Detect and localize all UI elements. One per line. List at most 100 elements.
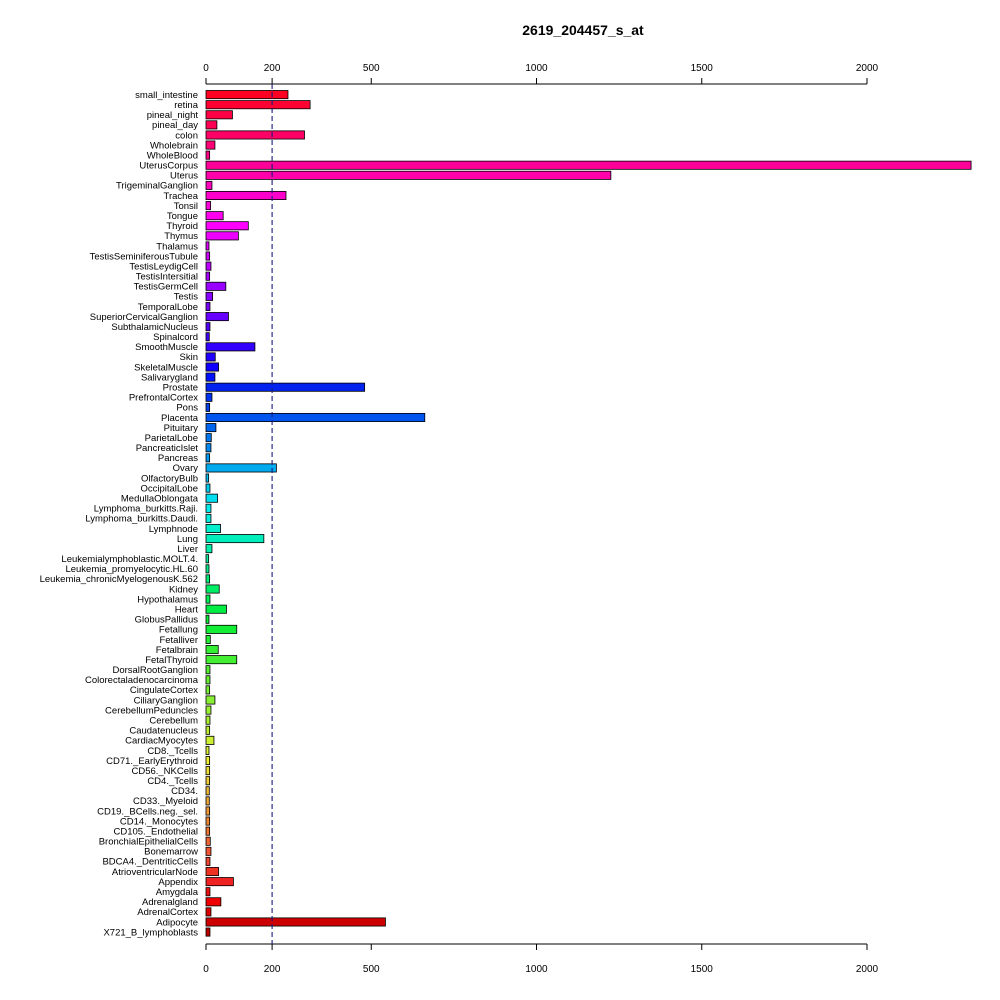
bar-Pituitary [205,423,217,433]
bar-Cerebellum [205,715,211,725]
category-label: Kidney [169,584,198,595]
bar-CD8._Tcells [205,745,210,755]
bar-colon [205,130,305,140]
category-label: Pancreas [158,453,198,464]
bar-CD19._BCells.neg._sel. [205,806,211,816]
category-label: CD34. [171,786,198,797]
category-label: Ovary [173,463,199,474]
bar-Spinalcord [205,332,210,342]
category-label: Placenta [161,413,199,424]
category-label: ParietalLobe [145,433,198,444]
axis-tick-label: 200 [264,964,281,975]
category-label: Pituitary [164,423,199,434]
bar-PancreaticIslet [205,443,212,453]
category-label: Colorectaladenocarcinoma [85,675,199,686]
category-label: OccipitalLobe [140,483,198,494]
bar-Placenta [205,412,426,422]
bar-pineal_night [205,110,233,120]
category-label: Bonemarrow [144,847,198,858]
bar-GlobusPallidus [205,614,210,624]
category-label: Liver [177,544,198,555]
bars-group [205,90,972,937]
bar-Pancreas [205,453,211,463]
bar-TestisLeydigCell [205,261,212,271]
bar-Liver [205,544,213,554]
category-label: Appendix [158,877,198,888]
bar-Hypothalamus [205,594,211,604]
bar-Thyroid [205,221,249,231]
category-label: BDCA4._DentriticCells [102,857,198,868]
axis-tick-label: 2000 [856,964,879,975]
axis-tick-label: 2000 [856,63,879,74]
bar-TestisIntersitial [205,271,211,281]
category-label: MedullaOblongata [121,494,199,505]
category-label: Tonsil [174,201,198,212]
bar-Wholebrain [205,140,216,150]
bar-Adipocyte [205,917,386,927]
bar-Trachea [205,190,287,200]
chart-title: 2619_204457_s_at [522,22,644,38]
bar-CiliaryGanglion [205,695,216,705]
bar-FetalThyroid [205,655,238,665]
bottom-x-axis: 0 200 500 1000 1500 2000 [203,943,879,975]
category-label: Thymus [164,231,198,242]
category-label: Adrenalgland [142,897,198,908]
category-label: Lymphnode [149,524,198,535]
bar-Appendix [205,877,234,887]
bar-Lung [205,534,265,544]
bar-CD105._Endothelial [205,826,211,836]
category-label: small_intestine [135,90,198,101]
category-label: Leukemia_promyelocytic.HL.60 [65,564,198,575]
bar-Prostate [205,382,366,392]
category-label: pineal_night [147,110,199,121]
category-label: CD56._NKCells [131,766,198,777]
category-label: CD71._EarlyErythroid [106,756,198,767]
category-label: Tongue [167,211,198,222]
bar-TestisSeminiferousTubule [205,251,211,261]
category-label: Fetallung [159,625,198,636]
category-label: Adipocyte [156,917,198,928]
bar-Lymphoma_burkitts.Raji. [205,503,212,513]
bar-Adrenalgland [205,897,222,907]
bar-OccipitalLobe [205,483,211,493]
bar-AdrenalCortex [205,907,212,917]
category-label: PrefrontalCortex [129,393,198,404]
category-label: Fetalliver [159,635,198,646]
category-label: Wholebrain [150,140,198,151]
bar-CD33._Myeloid [205,796,210,806]
bar-Colorectaladenocarcinoma [205,675,211,685]
bar-SkeletalMuscle [205,362,219,372]
category-label: X721_B_lymphoblasts [103,927,198,938]
bar-Uterus [205,170,612,180]
bar-UterusCorpus [205,160,972,170]
axis-tick-label: 1500 [691,63,714,74]
bar-pineal_day [205,120,218,130]
category-label: Salivarygland [141,372,198,383]
bar-SubthalamicNucleus [205,322,211,332]
bar-CerebellumPeduncles [205,705,212,715]
category-label: CD105._Endothelial [113,826,198,837]
axis-tick-label: 1000 [525,63,548,74]
top-x-axis: 0 200 500 1000 1500 2000 [203,63,879,85]
axis-tick-label: 0 [203,964,209,975]
bar-Testis [205,291,214,301]
bar-CD34. [205,786,210,796]
bar-Ovary [205,463,277,473]
category-label: Amygdala [156,887,199,898]
category-label: AdrenalCortex [137,907,198,918]
category-label: SubthalamicNucleus [111,322,198,333]
bar-TrigeminalGanglion [205,180,213,190]
bar-OlfactoryBulb [205,473,210,483]
category-label: Lung [177,534,198,545]
category-label: WholeBlood [147,150,198,161]
bar-Thalamus [205,241,210,251]
bar-Pons [205,402,211,412]
bar-WholeBlood [205,150,211,160]
category-label: Thyroid [166,221,198,232]
category-label: FetalThyroid [145,655,198,666]
category-label: CiliaryGanglion [134,695,198,706]
category-label: TemporalLobe [138,302,198,313]
category-label: Hypothalamus [137,594,198,605]
category-label: CD4._Tcells [147,776,198,787]
